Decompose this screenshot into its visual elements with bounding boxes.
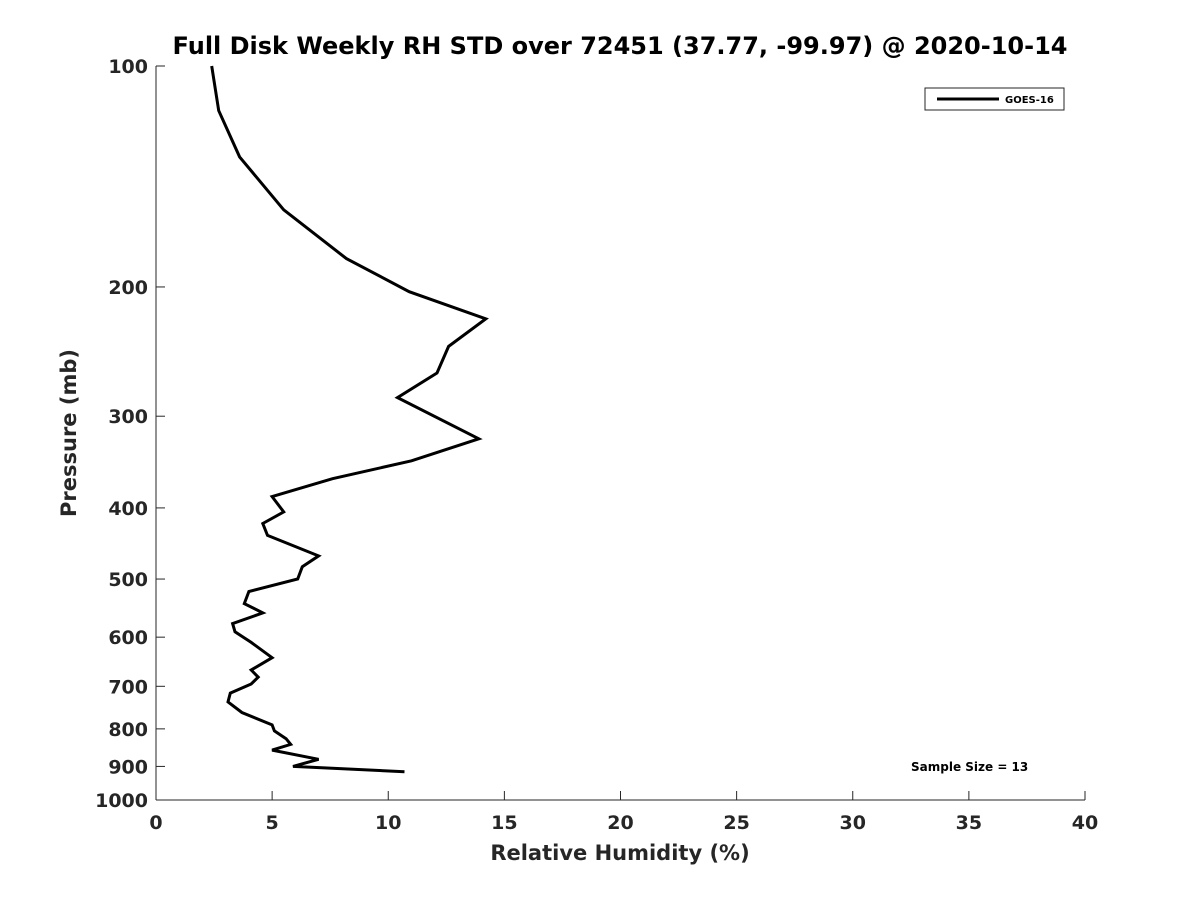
y-tick-label: 1000	[95, 790, 148, 812]
x-tick-label: 30	[840, 812, 866, 834]
x-tick-label: 10	[375, 812, 401, 834]
legend-label-goes-16: GOES-16	[1005, 95, 1054, 106]
x-tick-label: 5	[266, 812, 279, 834]
y-ticks: 100 200 300 400 500 600 700 800 900 1000	[95, 56, 165, 812]
y-tick-label: 600	[108, 627, 148, 649]
x-tick-label: 35	[956, 812, 982, 834]
y-tick-label: 400	[108, 498, 148, 520]
series-layer	[210, 65, 489, 774]
y-axis-label: Pressure (mb)	[57, 349, 81, 517]
y-tick-label: 700	[108, 676, 148, 698]
series-line-goes-16	[210, 65, 489, 774]
y-tick-label: 500	[108, 569, 148, 591]
x-ticks: 0 5 10 15 20 25 30 35 40	[149, 791, 1098, 834]
y-tick-label: 800	[108, 719, 148, 741]
plot-frame	[155, 66, 1085, 801]
x-axis-label: Relative Humidity (%)	[490, 841, 749, 865]
chart-title: Full Disk Weekly RH STD over 72451 (37.7…	[173, 32, 1068, 60]
y-tick-label: 900	[108, 756, 148, 778]
sample-size-annotation: Sample Size = 13	[911, 760, 1028, 774]
x-tick-label: 0	[149, 812, 162, 834]
x-tick-label: 25	[723, 812, 749, 834]
x-tick-label: 15	[491, 812, 517, 834]
legend: GOES-16	[924, 87, 1065, 111]
x-tick-label: 40	[1072, 812, 1098, 834]
x-tick-label: 20	[607, 812, 633, 834]
y-tick-label: 300	[108, 406, 148, 428]
y-tick-label: 200	[108, 277, 148, 299]
y-tick-label: 100	[108, 56, 148, 78]
